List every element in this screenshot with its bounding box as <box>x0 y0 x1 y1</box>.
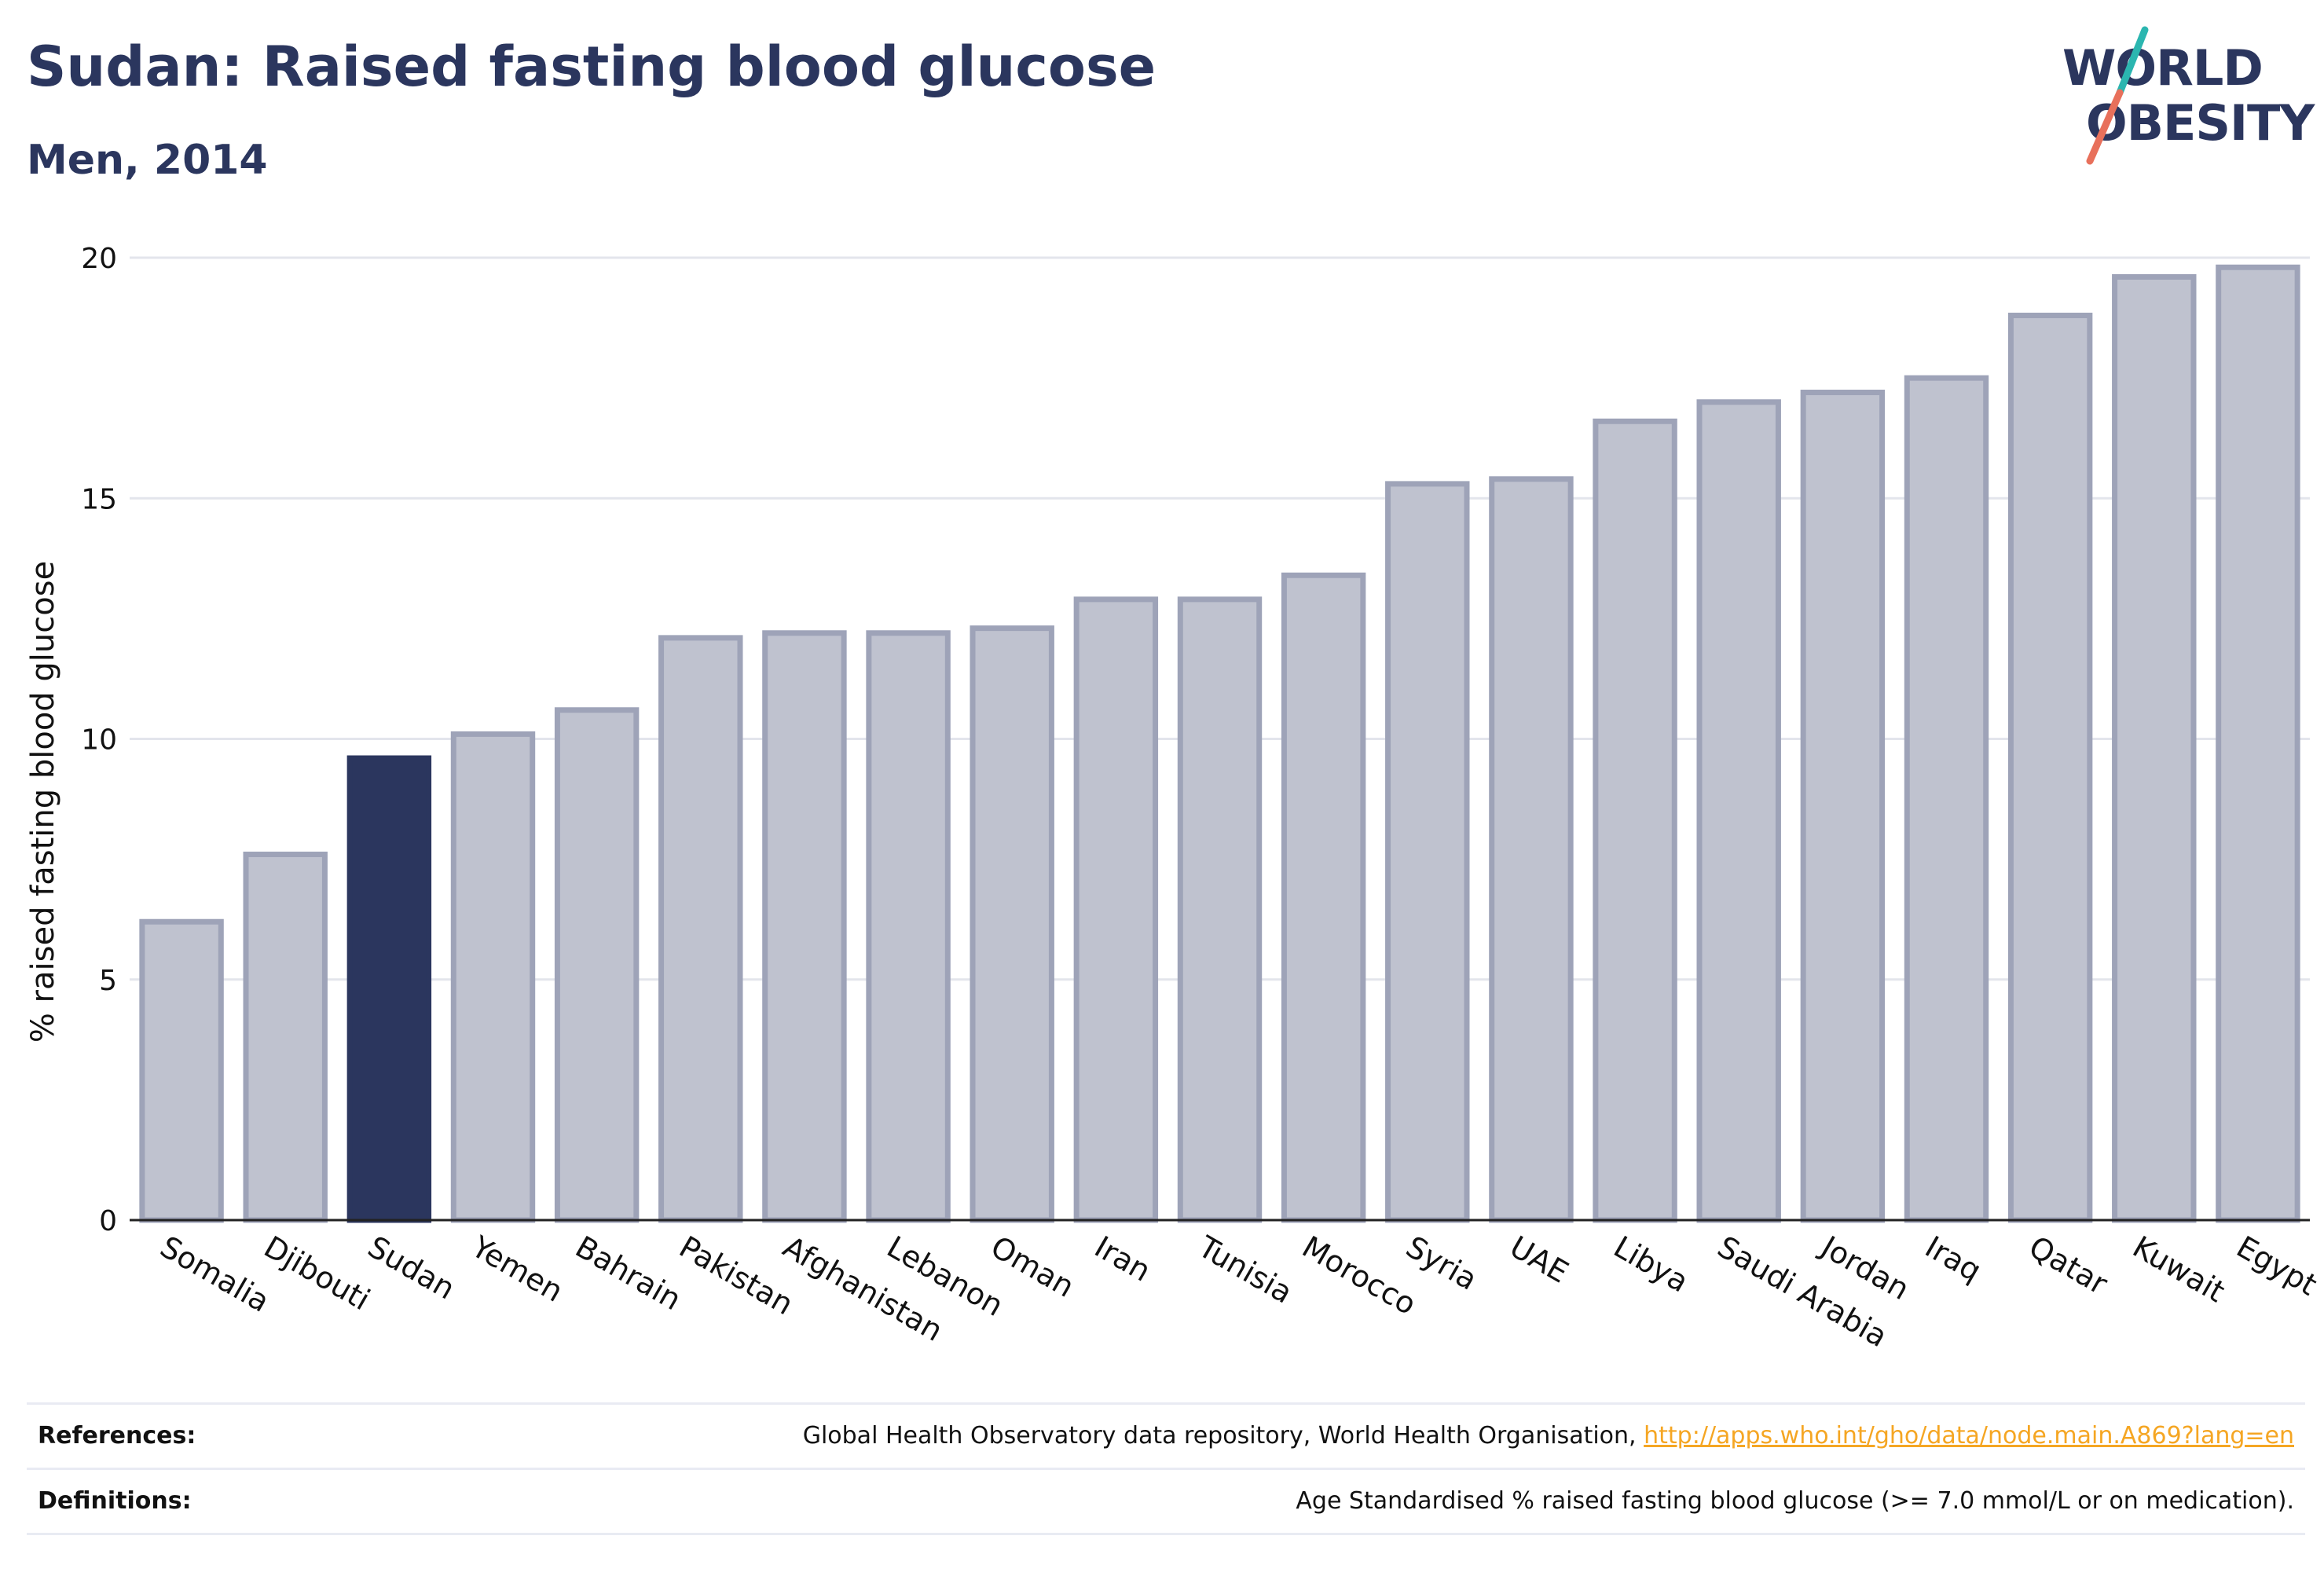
y-axis-ticks: 0 5 10 15 20 <box>81 243 117 1237</box>
bar-libya <box>1593 418 1677 1223</box>
bar-lebanon <box>866 630 951 1223</box>
chart-title: Sudan: Raised fasting blood glucose <box>27 35 1157 99</box>
x-tick-label: Libya <box>1608 1230 1695 1299</box>
bar-bahrain <box>554 707 640 1223</box>
x-tick-label: Morocco <box>1296 1230 1422 1322</box>
definitions-row: Definitions: Age Standardised % raised f… <box>27 1468 2305 1533</box>
bar-jordan <box>1800 390 1886 1223</box>
x-tick-label: Kuwait <box>2127 1230 2231 1310</box>
chart-subtitle: Men, 2014 <box>27 137 268 184</box>
y-tick-label: 15 <box>81 483 117 515</box>
bar-qatar <box>2007 313 2093 1223</box>
bar-iraq <box>1904 375 1989 1223</box>
x-tick-label: Yemen <box>465 1229 569 1309</box>
x-tick-label: Bahrain <box>570 1230 687 1318</box>
bar-oman <box>970 625 1054 1223</box>
bar-egypt <box>2216 264 2300 1223</box>
y-tick-label: 20 <box>81 243 117 275</box>
bar-morocco <box>1281 572 1366 1223</box>
x-tick-label: Iran <box>1089 1230 1157 1288</box>
world-obesity-logo: WORLD OBESITY <box>2055 24 2315 169</box>
bar-yemen <box>450 731 536 1223</box>
x-tick-label: Djibouti <box>258 1230 376 1318</box>
logo-line-obesity: OBESITY <box>2086 94 2315 152</box>
definitions-value: Age Standardised % raised fasting blood … <box>1296 1487 2294 1515</box>
references-row: References: Global Health Observatory da… <box>27 1402 2305 1468</box>
bar-tunisia <box>1177 596 1263 1223</box>
x-tick-label: Somalia <box>155 1230 276 1319</box>
y-tick-label: 10 <box>81 724 117 757</box>
bar-uae <box>1489 476 1574 1223</box>
x-tick-label: Sudan <box>362 1230 461 1307</box>
logo-line-world: WORLD <box>2062 39 2264 97</box>
bar-syria <box>1385 481 1470 1223</box>
y-tick-label: 0 <box>99 1205 117 1237</box>
bar-djibouti <box>243 852 328 1223</box>
y-axis-title: % raised fasting blood glucose <box>25 561 61 1043</box>
references-link[interactable]: http://apps.who.int/gho/data/node.main.A… <box>1644 1422 2294 1450</box>
bar-kuwait <box>2112 274 2197 1223</box>
bar-afghanistan <box>762 630 847 1223</box>
y-tick-label: 5 <box>99 965 117 997</box>
x-tick-label: UAE <box>1504 1230 1574 1290</box>
references-label: References: <box>38 1422 196 1450</box>
references-value: Global Health Observatory data repositor… <box>803 1422 2294 1450</box>
x-tick-label: Iraq <box>1919 1230 1987 1288</box>
references-text: Global Health Observatory data repositor… <box>802 1422 1637 1450</box>
bar-iran <box>1073 596 1159 1223</box>
bar-somalia <box>139 918 224 1223</box>
x-tick-label: Egypt <box>2231 1230 2322 1303</box>
footer-bottom-rule <box>27 1533 2305 1535</box>
x-tick-label: Qatar <box>2023 1230 2113 1302</box>
bar-saudi-arabia <box>1696 399 1781 1223</box>
bar-pakistan <box>658 635 743 1223</box>
definitions-label: Definitions: <box>38 1487 192 1515</box>
bar-sudan <box>346 755 432 1223</box>
bars <box>130 264 2310 1223</box>
x-tick-label: Tunisia <box>1192 1229 1298 1310</box>
logo-slash-icon <box>2086 26 2149 165</box>
x-tick-label: Pakistan <box>673 1230 799 1322</box>
